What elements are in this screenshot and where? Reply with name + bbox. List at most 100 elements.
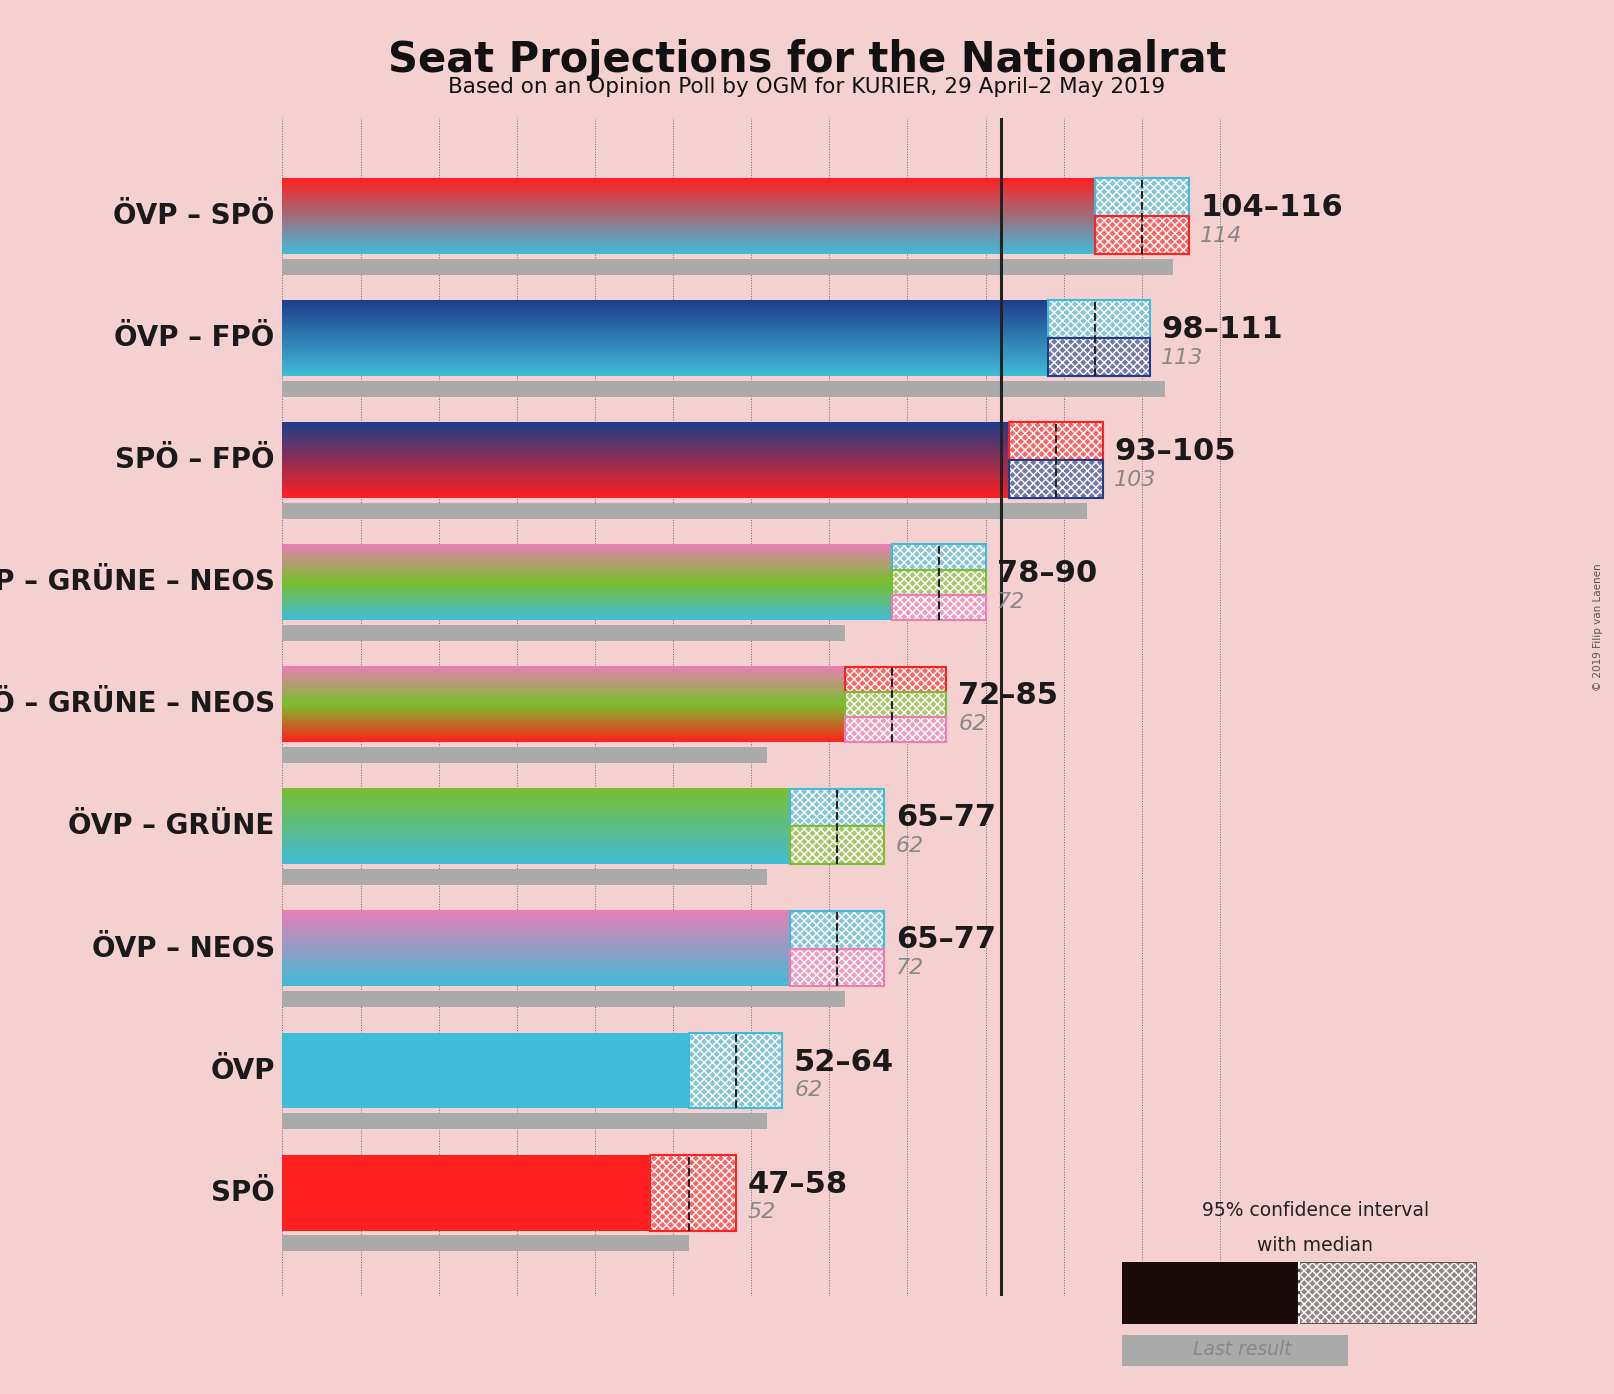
Bar [791,789,884,827]
Bar [282,1154,649,1231]
Text: SPÖ – GRÜNE – NEOS: SPÖ – GRÜNE – NEOS [0,690,274,718]
Bar [1094,178,1188,216]
Bar [893,595,986,620]
Bar [649,1154,736,1231]
Bar [1047,300,1149,339]
Bar [893,570,986,595]
Bar [1094,178,1188,216]
Bar [282,259,1173,275]
Text: Based on an Opinion Poll by OGM for KURIER, 29 April–2 May 2019: Based on an Opinion Poll by OGM for KURI… [449,77,1165,96]
Text: 62: 62 [896,836,923,856]
Bar [282,503,1088,519]
Bar [282,1235,689,1252]
Bar [791,789,884,827]
Bar [1299,1262,1477,1324]
Bar [844,691,946,717]
Bar [1047,339,1149,376]
Text: ÖVP – GRÜNE: ÖVP – GRÜNE [68,813,274,841]
Bar [1094,216,1188,254]
Bar [1047,339,1149,376]
Bar [791,827,884,864]
Text: 65–77: 65–77 [896,803,996,832]
Bar [791,948,884,987]
Bar [649,1154,736,1231]
Text: Last result: Last result [1193,1340,1293,1359]
Text: Seat Projections for the Nationalrat: Seat Projections for the Nationalrat [387,39,1227,81]
Bar [791,910,884,948]
Bar [1009,422,1102,460]
Bar [282,381,1165,397]
Bar [1009,460,1102,498]
Bar [1009,422,1102,460]
Text: SPÖ – FPÖ: SPÖ – FPÖ [115,446,274,474]
Bar [791,910,884,948]
Bar [689,1033,783,1108]
Bar [689,1033,783,1108]
Bar [844,666,946,691]
Text: ÖVP: ÖVP [210,1057,274,1085]
Text: ÖVP – GRÜNE – NEOS: ÖVP – GRÜNE – NEOS [0,569,274,597]
Bar [1009,460,1102,498]
Text: 62: 62 [959,714,986,733]
Bar [893,595,986,620]
Bar [893,545,986,570]
Text: 78–90: 78–90 [997,559,1098,588]
Text: 104–116: 104–116 [1201,194,1343,222]
Text: 52–64: 52–64 [794,1047,894,1076]
Bar [791,948,884,987]
Text: 103: 103 [1114,470,1157,489]
Text: 95% confidence interval: 95% confidence interval [1202,1200,1428,1220]
Text: 98–111: 98–111 [1162,315,1283,344]
Bar [1094,178,1188,216]
Text: 93–105: 93–105 [1114,438,1236,466]
Bar [282,1033,689,1108]
Text: 72: 72 [896,958,923,979]
Bar [844,666,946,691]
Bar [1299,1262,1477,1324]
Bar [282,870,767,885]
Bar [791,910,884,948]
Text: ÖVP – FPÖ: ÖVP – FPÖ [115,325,274,353]
Bar [1047,300,1149,339]
Text: 113: 113 [1162,347,1204,368]
Bar [282,747,767,763]
Text: ÖVP – NEOS: ÖVP – NEOS [92,934,274,962]
Text: 62: 62 [794,1080,823,1100]
Bar [282,991,844,1006]
Bar [1094,216,1188,254]
Bar [649,1154,736,1231]
Text: 65–77: 65–77 [896,926,996,955]
Bar [893,570,986,595]
Text: © 2019 Filip van Laenen: © 2019 Filip van Laenen [1593,563,1603,691]
Bar [1047,339,1149,376]
Bar [1009,422,1102,460]
Bar [844,717,946,742]
Bar [1122,1262,1299,1324]
Bar [844,691,946,717]
Text: 72: 72 [997,592,1025,612]
Bar [844,717,946,742]
Bar [791,789,884,827]
Bar [893,595,986,620]
Text: SPÖ: SPÖ [211,1179,274,1207]
Text: ÖVP – SPÖ: ÖVP – SPÖ [113,202,274,230]
Bar [1094,216,1188,254]
Bar [844,717,946,742]
Bar [1009,460,1102,498]
Text: 114: 114 [1201,226,1243,245]
Text: 47–58: 47–58 [747,1170,847,1199]
Bar [844,691,946,717]
Bar [282,625,844,641]
Text: with median: with median [1257,1235,1374,1255]
Bar [1047,300,1149,339]
Text: 52: 52 [747,1202,775,1223]
Bar [689,1033,783,1108]
Bar [893,545,986,570]
Bar [791,827,884,864]
Text: 72–85: 72–85 [959,682,1059,711]
Bar [893,545,986,570]
Bar [844,666,946,691]
Bar [791,827,884,864]
Bar [1299,1262,1477,1324]
Bar [791,948,884,987]
